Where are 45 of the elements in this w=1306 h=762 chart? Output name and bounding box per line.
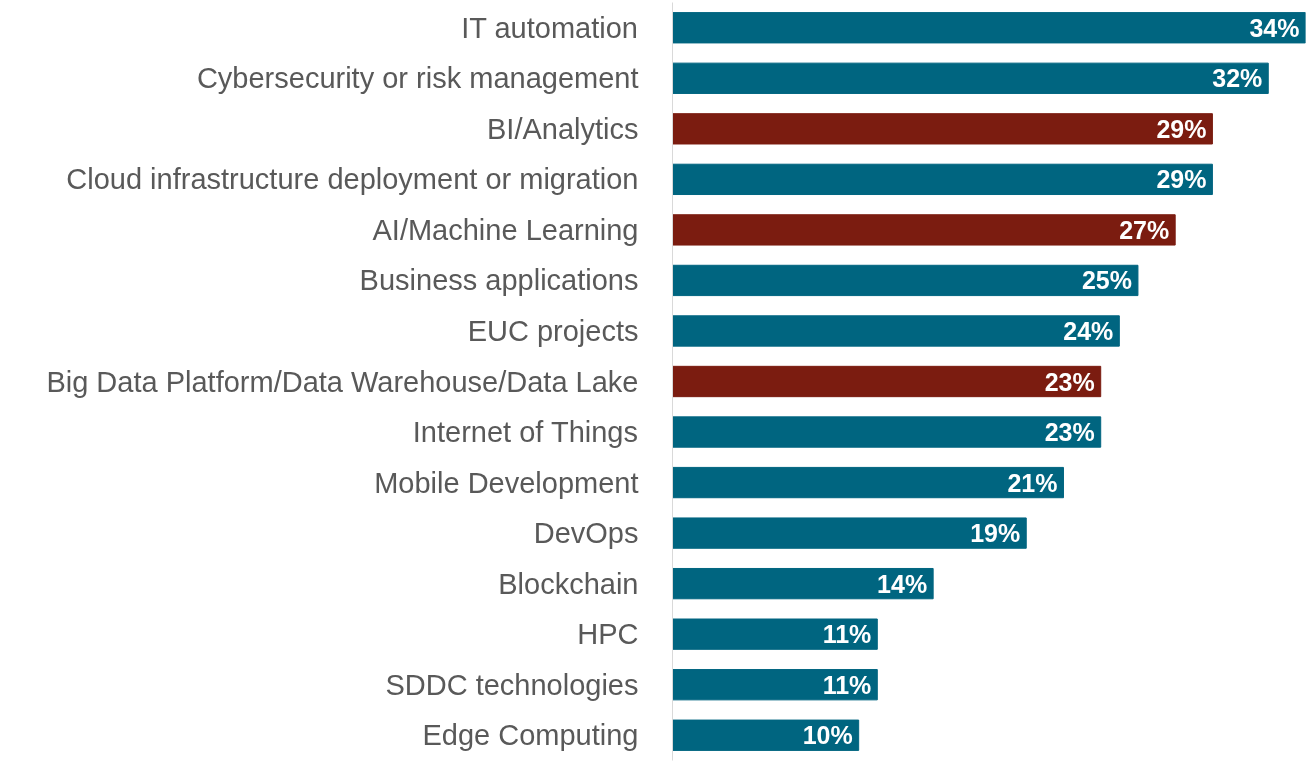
data-label: 11%	[822, 670, 872, 699]
y-tick-label: Internet of Things	[412, 416, 638, 449]
y-tick-label: Edge Computing	[422, 719, 639, 752]
bar	[672, 517, 1027, 549]
y-tick-label: Business applications	[359, 264, 639, 297]
y-tick-label: IT automation	[461, 11, 638, 44]
bar	[672, 719, 860, 751]
bar	[672, 466, 1064, 499]
y-tick-label: HPC	[577, 618, 639, 651]
y-tick-label: Mobile Development	[374, 466, 639, 499]
bar	[672, 163, 1213, 196]
data-label: 25%	[1081, 266, 1132, 295]
bar	[672, 669, 878, 701]
y-tick-label: Big Data Platform/Data Warehouse/Data Lake	[46, 365, 639, 398]
y-tick-label: Cybersecurity or risk management	[196, 62, 639, 95]
y-tick-label: Blockchain	[498, 567, 639, 600]
bar	[672, 567, 934, 600]
bar	[672, 214, 1176, 246]
data-label: 27%	[1119, 215, 1170, 244]
bar	[672, 315, 1120, 347]
y-tick-label: Cloud infrastructure deployment or migration	[66, 163, 639, 196]
bar	[672, 365, 1102, 398]
data-label: 24%	[1063, 316, 1114, 345]
data-label: 23%	[1044, 418, 1095, 447]
y-tick-label: AI/Machine Learning	[372, 213, 639, 246]
data-label: 14%	[877, 569, 928, 598]
bar	[672, 12, 1306, 44]
data-label: 29%	[1156, 114, 1207, 143]
data-label: 29%	[1156, 165, 1207, 194]
data-label: 23%	[1044, 367, 1095, 396]
y-tick-label: SDDC technologies	[385, 668, 639, 701]
bar	[672, 62, 1269, 94]
data-label: 10%	[802, 721, 853, 750]
data-label: 34%	[1249, 13, 1300, 42]
y-tick-label: BI/Analytics	[487, 112, 639, 145]
bar	[672, 264, 1139, 297]
data-label: 32%	[1212, 64, 1263, 93]
y-tick-label: DevOps	[533, 517, 639, 550]
bar	[672, 113, 1213, 145]
y-tick-label: EUC projects	[467, 314, 639, 347]
data-label: 19%	[970, 519, 1021, 548]
data-label: 21%	[1007, 468, 1058, 497]
bar	[672, 416, 1102, 448]
data-label: 11%	[822, 620, 872, 649]
bar	[672, 618, 878, 650]
